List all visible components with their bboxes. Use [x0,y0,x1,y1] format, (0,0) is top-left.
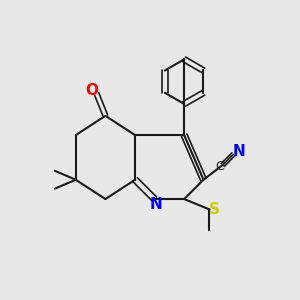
Text: O: O [85,83,98,98]
Text: N: N [150,197,162,212]
Text: S: S [208,202,219,217]
Text: N: N [233,144,245,159]
Text: C: C [215,160,224,173]
